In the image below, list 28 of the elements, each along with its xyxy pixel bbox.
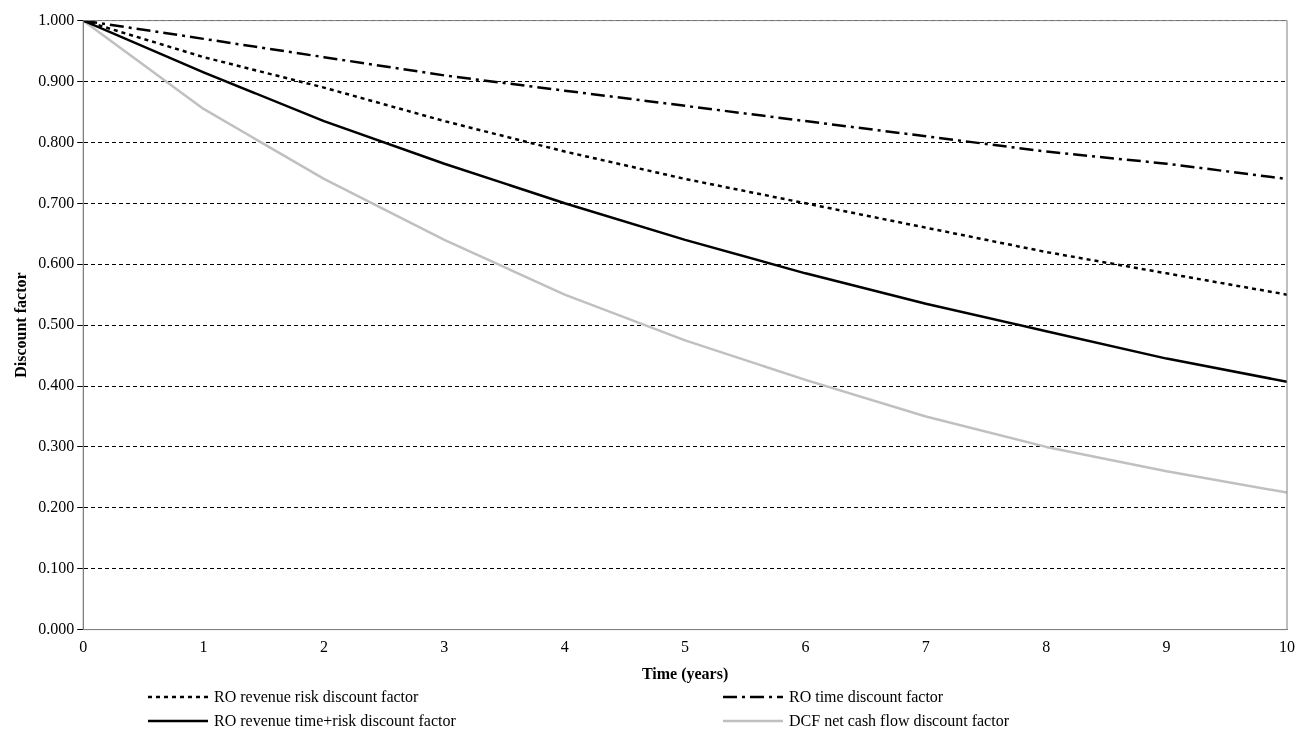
y-tick-label: 0.900	[38, 71, 75, 89]
x-tick-label: 7	[921, 638, 930, 656]
y-tick-label: 0.300	[38, 437, 75, 455]
y-tick-label: 0.500	[38, 315, 75, 333]
x-tick-label: 8	[1042, 638, 1051, 656]
y-tick-label: 0.400	[38, 376, 75, 394]
x-tick-label: 0	[79, 638, 88, 656]
y-tick-label: 0.600	[38, 254, 75, 272]
legend-label: RO revenue risk discount factor	[214, 688, 419, 706]
x-tick-label: 9	[1162, 638, 1171, 656]
y-axis-title: Discount factor	[11, 272, 29, 378]
x-tick-label: 1	[199, 638, 208, 656]
y-tick-label: 0.800	[38, 132, 75, 150]
legend-label: RO revenue time+risk discount factor	[214, 712, 456, 730]
legend-label: RO time discount factor	[789, 688, 944, 706]
x-tick-label: 6	[801, 638, 810, 656]
x-tick-label: 5	[681, 638, 690, 656]
x-tick-label: 4	[560, 638, 569, 656]
x-tick-label: 3	[440, 638, 449, 656]
y-tick-label: 0.700	[38, 193, 75, 211]
y-tick-label: 1.000	[38, 10, 75, 28]
x-tick-label: 10	[1279, 638, 1295, 656]
y-tick-label: 0.100	[38, 558, 75, 576]
y-tick-label: 0.200	[38, 498, 75, 515]
x-axis-title: Time (years)	[641, 664, 729, 683]
y-tick-label: 0.000	[38, 619, 75, 637]
x-tick-label: 2	[319, 638, 328, 656]
legend-label: DCF net cash flow discount factor	[789, 712, 1009, 730]
